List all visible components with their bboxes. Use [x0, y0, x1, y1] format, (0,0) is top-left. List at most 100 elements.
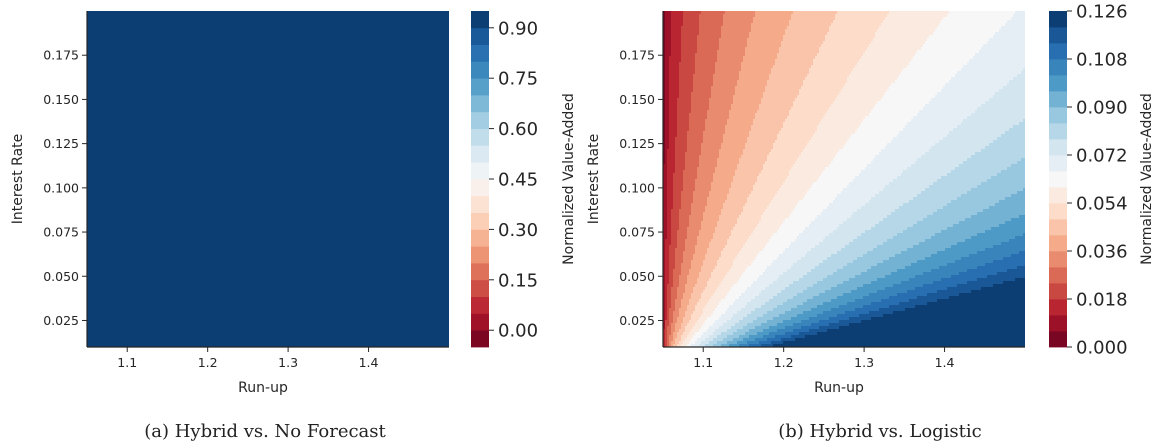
colorbar-tick-label: 0.60: [498, 119, 538, 140]
contour-cell: [693, 335, 702, 339]
contour-cell: [675, 302, 682, 306]
contour-cell: [891, 83, 946, 87]
contour-cell: [675, 338, 682, 342]
contour-cell: [665, 17, 672, 21]
contour-cell: [721, 314, 734, 318]
contour-cell: [751, 23, 790, 27]
contour-cell: [829, 203, 866, 207]
contour-cell: [901, 71, 958, 75]
contour-cell: [879, 308, 906, 312]
contour-cell: [789, 113, 826, 117]
contour-cell: [677, 101, 692, 105]
contour-cell: [761, 305, 778, 309]
contour-cell: [673, 191, 682, 195]
contour-cell: [687, 134, 704, 138]
contour-cell: [87, 83, 449, 87]
contour-cell: [723, 17, 754, 21]
contour-cell: [929, 35, 994, 39]
contour-cell: [689, 299, 700, 303]
contour-cell: [687, 146, 702, 150]
contour-cell: [671, 302, 676, 306]
y-tick-label: 0.175: [619, 48, 655, 63]
contour-cell: [669, 143, 676, 147]
contour-cell: [685, 161, 700, 165]
contour-cell: [677, 344, 682, 347]
contour-cell: [977, 185, 1025, 189]
contour-cell: [665, 281, 670, 285]
caption-panel-b: (b) Hybrid vs. Logistic: [778, 421, 982, 442]
contour-cell: [775, 194, 806, 198]
contour-field: [87, 11, 449, 347]
contour-cell: [1003, 86, 1025, 90]
contour-cell: [673, 197, 682, 201]
contour-cell: [713, 293, 728, 297]
contour-cell: [789, 215, 818, 219]
contour-cell: [779, 254, 806, 258]
contour-cell: [829, 233, 862, 237]
contour-cell: [687, 275, 700, 279]
contour-cell: [691, 98, 710, 102]
contour-cell: [865, 116, 914, 120]
contour-cell: [677, 287, 686, 291]
contour-cell: [737, 341, 748, 345]
contour-cell: [757, 176, 788, 180]
contour-cell: [663, 302, 666, 306]
contour-cell: [823, 260, 854, 264]
contour-cell: [689, 215, 704, 219]
contour-cell: [773, 197, 804, 201]
contour-cell: [913, 245, 952, 249]
contour-cell: [801, 257, 828, 261]
colorbar-segment: [1049, 331, 1067, 348]
contour-cell: [87, 332, 449, 336]
contour-cell: [847, 218, 884, 222]
contour-cell: [677, 113, 690, 117]
contour-cell: [687, 281, 698, 285]
contour-cell: [713, 80, 738, 84]
contour-cell: [671, 215, 680, 219]
contour-cell: [695, 284, 708, 288]
contour-cell: [859, 173, 902, 177]
contour-cell: [929, 185, 978, 189]
contour-cell: [665, 68, 670, 72]
contour-cell: [727, 308, 742, 312]
contour-cell: [663, 38, 666, 42]
contour-cell: [663, 128, 666, 132]
contour-cell: [755, 308, 774, 312]
contour-cell: [923, 107, 978, 111]
contour-cell: [673, 206, 682, 210]
contour-cell: [87, 119, 449, 123]
contour-cell: [893, 311, 1025, 315]
colorbar-title: Normalized Value-Added: [561, 93, 577, 265]
contour-cell: [703, 323, 714, 327]
contour-cell: [751, 29, 786, 33]
contour-cell: [711, 86, 736, 90]
contour-cell: [1017, 161, 1025, 165]
contour-cell: [935, 233, 978, 237]
colorbar-segment: [471, 78, 489, 96]
contour-cell: [791, 308, 812, 312]
contour-cell: [1009, 128, 1025, 132]
contour-cell: [719, 215, 740, 219]
contour-cell: [669, 311, 674, 315]
contour-cell: [711, 95, 734, 99]
contour-cell: [669, 68, 680, 72]
contour-cell: [1001, 170, 1025, 174]
y-tick-label: 0.100: [43, 180, 79, 195]
contour-cell: [667, 233, 672, 237]
contour-cell: [673, 344, 678, 347]
contour-cell: [667, 158, 676, 162]
y-tick-label: 0.025: [43, 313, 79, 328]
contour-cell: [669, 62, 680, 66]
contour-cell: [757, 332, 770, 336]
contour-cell: [789, 23, 832, 27]
contour-cell: [707, 302, 720, 306]
contour-cell: [705, 122, 728, 126]
colorbar-segment: [471, 95, 489, 113]
contour-cell: [755, 182, 784, 186]
contour-cell: [669, 92, 680, 96]
contour-cell: [871, 302, 900, 306]
contour-cell: [807, 299, 832, 303]
contour-cell: [87, 218, 449, 222]
contour-cell: [87, 32, 449, 36]
contour-cell: [769, 74, 808, 78]
